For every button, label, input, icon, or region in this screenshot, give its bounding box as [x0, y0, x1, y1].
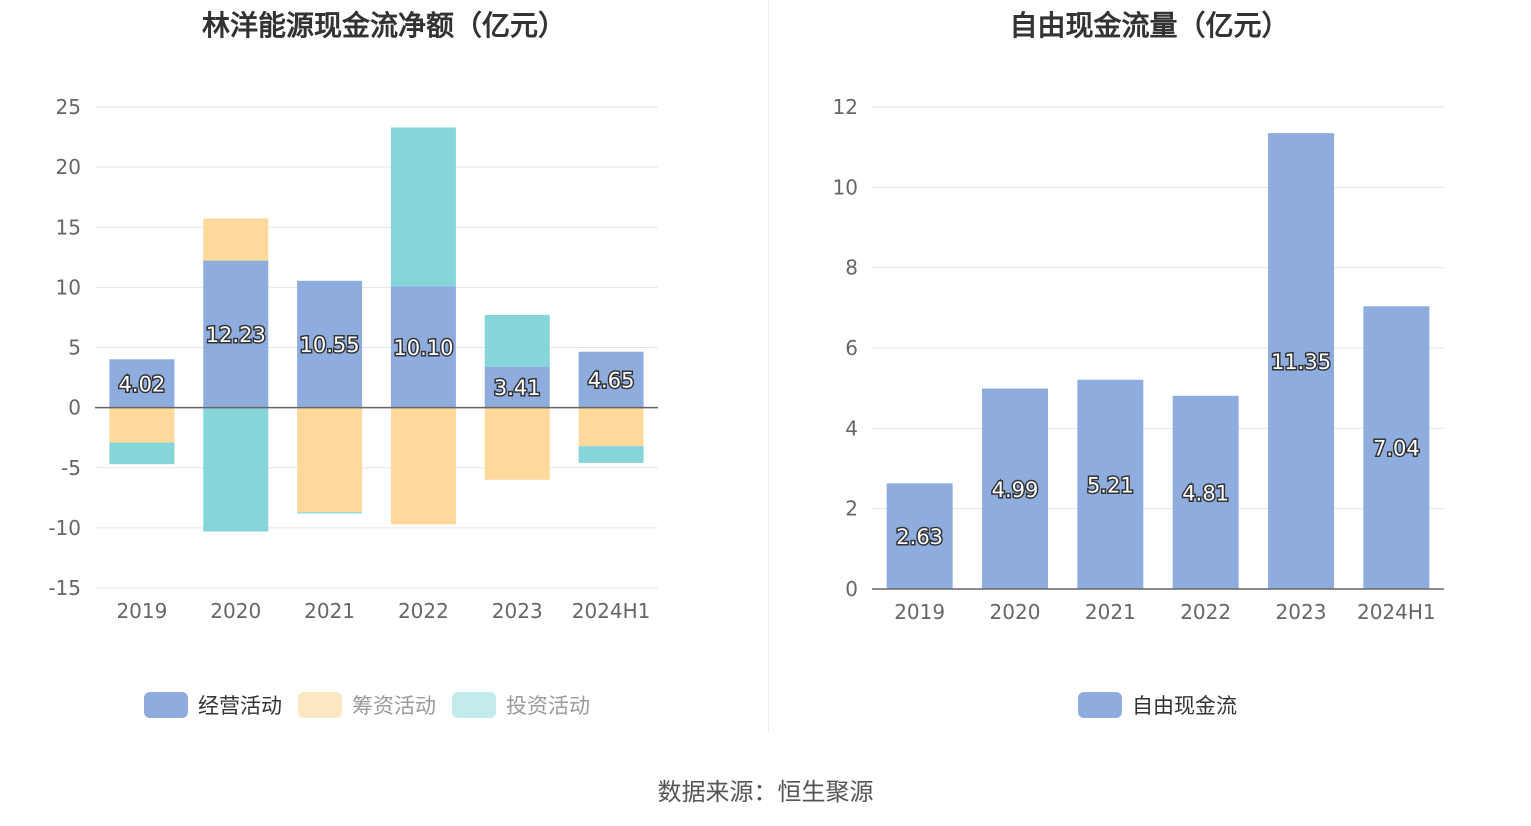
legend-item[interactable]: 投资活动 — [452, 690, 590, 720]
legend-item[interactable]: 经营活动 — [144, 690, 282, 720]
x-tick-label: 2022 — [1180, 600, 1231, 624]
y-tick-label: 15 — [56, 215, 81, 239]
y-tick-label: 10 — [56, 275, 81, 299]
y-tick-label: 2 — [845, 497, 858, 521]
left-chart-legend: 经营活动 筹资活动 投资活动 — [144, 688, 606, 722]
data-label: 4.65 — [588, 369, 635, 393]
bar-investing — [297, 512, 363, 514]
bar-operating — [390, 286, 456, 408]
x-tick-label: 2023 — [492, 599, 543, 623]
data-label: 11.35 — [1271, 350, 1331, 374]
y-tick-label: 0 — [845, 577, 858, 601]
x-tick-label: 2021 — [304, 599, 355, 623]
data-label: 10.10 — [393, 336, 453, 360]
legend-swatch — [144, 692, 188, 718]
y-tick-label: 12 — [833, 95, 858, 119]
panel-divider — [768, 0, 769, 732]
bar-financing — [390, 407, 456, 525]
bar-operating — [297, 280, 363, 408]
y-tick-label: 8 — [845, 256, 858, 280]
data-label: 3.41 — [494, 376, 541, 400]
x-tick-label: 2024H1 — [1357, 600, 1436, 624]
y-tick-label: 6 — [845, 336, 858, 360]
bar-operating — [578, 351, 644, 408]
bar-free-cash-flow — [886, 483, 953, 589]
data-label: 7.04 — [1373, 437, 1420, 461]
bar-operating — [484, 366, 550, 408]
y-tick-label: -10 — [48, 516, 81, 540]
bar-investing — [390, 127, 456, 287]
data-label: 10.55 — [300, 333, 360, 357]
legend-label: 筹资活动 — [352, 694, 436, 718]
bar-investing — [203, 407, 269, 532]
right-chart-legend: 自由现金流 — [1078, 688, 1253, 722]
data-label: 12.23 — [206, 323, 266, 347]
bar-financing — [297, 407, 363, 513]
bar-operating — [109, 359, 175, 408]
y-tick-label: 20 — [56, 155, 81, 179]
bar-free-cash-flow — [1363, 306, 1430, 589]
x-tick-label: 2023 — [1276, 600, 1327, 624]
bar-financing — [203, 218, 269, 261]
data-label: 5.21 — [1087, 473, 1134, 497]
bar-free-cash-flow — [1172, 395, 1239, 589]
x-tick-label: 2020 — [990, 600, 1041, 624]
right-chart-title: 自由现金流量（亿元） — [1009, 9, 1290, 42]
x-tick-label: 2024H1 — [572, 599, 651, 623]
data-label: 4.81 — [1182, 481, 1229, 505]
bar-financing — [578, 407, 644, 447]
bar-financing — [109, 407, 175, 443]
y-tick-label: 4 — [845, 416, 858, 440]
left-chart-title: 林洋能源现金流净额（亿元） — [201, 9, 566, 42]
legend-item[interactable]: 自由现金流 — [1078, 690, 1237, 720]
bar-free-cash-flow — [1077, 379, 1144, 589]
legend-item[interactable]: 筹资活动 — [298, 690, 436, 720]
y-tick-label: 0 — [68, 396, 81, 420]
bar-financing — [484, 407, 550, 480]
legend-label: 经营活动 — [198, 694, 282, 718]
legend-swatch — [1078, 692, 1122, 718]
data-label: 4.99 — [992, 478, 1039, 502]
x-tick-label: 2021 — [1085, 600, 1136, 624]
x-tick-label: 2022 — [398, 599, 449, 623]
data-label: 4.02 — [119, 372, 166, 396]
legend-label: 自由现金流 — [1132, 694, 1237, 718]
x-tick-label: 2019 — [894, 600, 945, 624]
bar-investing — [484, 314, 550, 367]
y-tick-label: 5 — [68, 336, 81, 360]
x-tick-label: 2020 — [210, 599, 261, 623]
bar-operating — [203, 260, 269, 408]
x-tick-label: 2019 — [116, 599, 167, 623]
legend-swatch — [452, 692, 496, 718]
bar-investing — [578, 446, 644, 463]
bar-free-cash-flow — [1268, 133, 1334, 589]
y-tick-label: 25 — [56, 95, 81, 119]
data-label: 2.63 — [896, 525, 943, 549]
data-source-note: 数据来源：恒生聚源 — [657, 778, 874, 806]
y-tick-label: 10 — [833, 175, 858, 199]
bar-free-cash-flow — [982, 388, 1048, 589]
bar-investing — [109, 442, 175, 465]
y-tick-label: -15 — [48, 576, 81, 600]
legend-label: 投资活动 — [506, 694, 590, 718]
y-tick-label: -5 — [61, 456, 81, 480]
legend-swatch — [298, 692, 342, 718]
